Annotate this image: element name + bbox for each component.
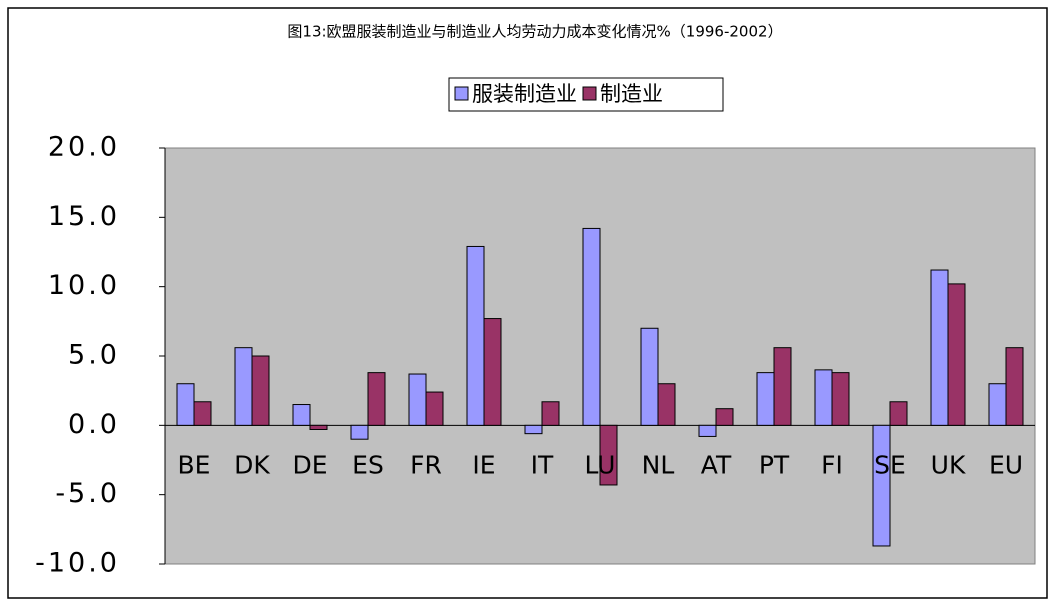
y-tick-label: -10.0 xyxy=(35,548,120,579)
bar xyxy=(466,245,485,426)
x-tick-label: FI xyxy=(821,450,843,479)
x-tick-label: NL xyxy=(642,450,675,479)
x-tick-label: UK xyxy=(931,450,966,479)
legend-swatch xyxy=(454,86,469,101)
bar xyxy=(292,404,311,426)
bar xyxy=(541,401,560,426)
bar xyxy=(251,355,270,426)
bar xyxy=(582,227,601,426)
y-tick-label: 15.0 xyxy=(48,201,120,232)
bar xyxy=(524,424,543,435)
y-tick-label: 0.0 xyxy=(68,409,120,440)
x-tick-label: SE xyxy=(874,450,906,479)
bar xyxy=(947,283,966,426)
x-tick-label: BE xyxy=(178,450,211,479)
bar xyxy=(988,383,1007,426)
bar xyxy=(425,391,444,426)
bar xyxy=(483,318,502,426)
x-tick-label: PT xyxy=(759,450,790,479)
bar xyxy=(408,373,427,426)
legend-swatch xyxy=(582,86,597,101)
bar xyxy=(756,372,775,426)
bar xyxy=(1005,347,1024,426)
x-tick-label: AT xyxy=(701,450,732,479)
legend-label: 服装制造业 xyxy=(472,82,577,106)
x-tick-label: IE xyxy=(472,450,495,479)
y-tick-label: 5.0 xyxy=(68,340,120,371)
bar xyxy=(367,372,386,426)
x-tick-label: DK xyxy=(234,450,270,479)
bar xyxy=(698,424,717,437)
bar xyxy=(814,369,833,426)
bar xyxy=(640,327,659,426)
bar xyxy=(715,408,734,426)
bar xyxy=(889,401,908,426)
y-tick-label: -5.0 xyxy=(55,478,120,509)
x-tick-label: FR xyxy=(410,450,442,479)
bar xyxy=(599,424,618,486)
x-tick-label: DE xyxy=(292,450,327,479)
bar xyxy=(176,383,195,426)
bar xyxy=(657,383,676,426)
bar xyxy=(872,424,891,547)
x-tick-label: IT xyxy=(531,450,554,479)
y-tick-label: 10.0 xyxy=(48,270,120,301)
bar xyxy=(773,347,792,426)
x-tick-label: EU xyxy=(989,450,1023,479)
bar xyxy=(193,401,212,426)
bar xyxy=(309,424,328,430)
bar xyxy=(930,269,949,426)
legend-label: 制造业 xyxy=(600,82,663,106)
chart-title: 图13:欧盟服装制造业与制造业人均劳动力成本变化情况%（1996-2002） xyxy=(287,23,782,41)
x-tick-label: LU xyxy=(585,450,616,479)
bar xyxy=(831,372,850,426)
bar xyxy=(350,424,369,440)
x-tick-label: ES xyxy=(352,450,384,479)
bar xyxy=(234,347,253,426)
y-tick-label: 20.0 xyxy=(48,132,120,163)
